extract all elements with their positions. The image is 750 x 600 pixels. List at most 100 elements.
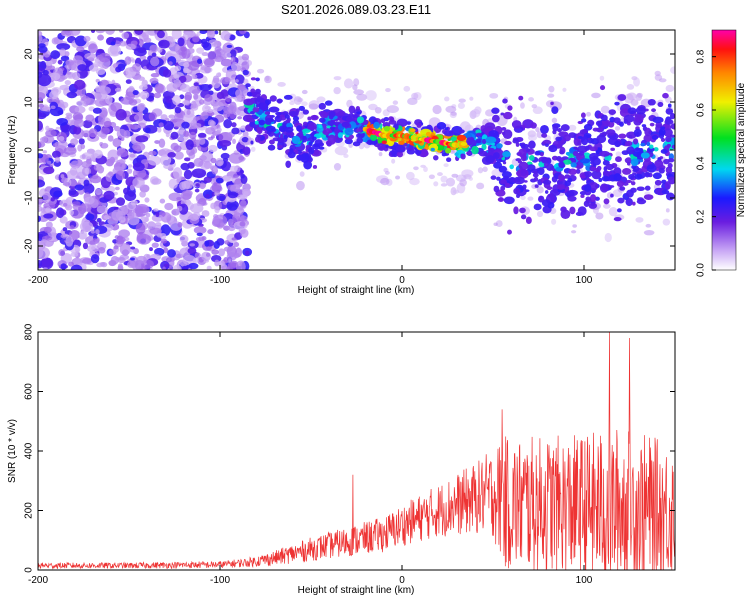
spectrogram-cell [191,74,198,80]
spectrogram-cell [130,248,136,253]
spectrogram-cell [307,116,312,121]
spectrogram-cell [382,122,391,128]
x-tick-label: -200 [28,575,48,586]
spectrogram-cell [45,125,50,132]
spectrogram-cell [38,259,43,267]
spectrogram-cell [141,159,149,165]
spectrogram-cell [116,149,129,157]
spectrogram-cell [344,138,353,145]
spectrogram-cell [255,77,260,82]
spectrogram-cell [490,175,497,180]
x-tick-label: -100 [210,275,230,286]
colorbar-label: Normalized spectral amplitude [736,82,747,217]
spectrogram-cell [329,126,337,131]
spectrogram-cell [179,84,191,93]
spectrogram-cell [94,188,103,196]
spectrogram-cell [40,163,46,167]
spectrogram-cell [624,157,633,164]
spectrogram-cell [624,93,634,104]
spectrogram-cell [649,144,654,149]
spectrogram-cell [443,163,449,168]
spectrogram-cell [83,98,96,106]
spectrogram-cell [445,147,452,154]
spectrogram-cell [333,76,342,81]
spectrogram-cell [327,134,337,145]
spectrogram-cell [617,94,627,101]
spectrogram-cell [589,146,598,152]
spectrogram-cell [237,194,248,201]
spectrogram-cell [55,126,61,130]
spectrogram-cell [545,143,549,147]
spectrogram-cell [568,124,577,131]
spectrogram-cell [119,242,131,256]
spectrogram-cell [275,111,283,116]
spectrogram-cell [268,139,275,145]
spectrogram-cell [519,207,526,214]
spectrogram-cell [265,125,276,132]
spectrogram-cell [395,144,406,153]
spectrogram-cell [502,98,508,104]
spectrogram-cell [94,238,100,243]
spectrogram-cell [70,264,83,270]
spectrogram-cell [86,244,100,253]
spectrogram-cell [95,166,105,172]
spectrogram-cell [233,241,240,248]
spectrogram-cell [227,218,234,226]
spectrogram-cell [601,175,610,182]
spectrogram-cell [151,242,159,248]
spectrogram-cell [440,183,448,187]
spectrogram-cell [43,202,56,210]
spectrogram-cell [38,91,46,101]
spectrogram-cell [95,68,106,75]
spectrogram-cell [264,75,272,84]
spectrogram-cell [665,84,675,93]
spectrogram-cell [239,215,248,222]
spectrogram-cell [136,168,147,179]
spectrogram-cell [173,74,180,79]
spectrogram-cell [437,172,443,177]
spectrogram-cell [88,64,99,72]
spectrogram-cell [333,163,342,171]
spectrogram-cell [197,58,203,64]
spectrogram-cell [555,136,562,142]
spectrogram-cell [204,94,213,102]
snr-y-ticks: 0 200 400 600 800 [24,323,675,573]
spectrogram-cell [285,131,292,136]
spectrogram-cell [615,156,622,163]
spectrogram-cell [95,30,106,34]
spectrogram-cell [532,172,539,178]
spectrogram-cell [575,211,584,217]
spectrogram-cell [212,75,220,84]
spectrogram-cell [563,134,571,142]
spectrogram-cell [183,130,190,137]
spectrogram-cell [579,158,590,164]
spectrogram-cell [485,155,495,164]
spectrogram-cell [580,112,586,119]
spectrogram-cell [661,179,667,184]
spectrogram-cell [179,94,185,100]
spectrogram-cell [84,167,90,175]
spectrogram-cell [586,111,592,117]
spectrogram-cell [592,127,599,132]
spectrogram-cell [425,131,431,137]
spectrogram-cell [144,216,150,223]
spectrogram-cell [42,192,51,201]
spectrogram-y-ticks: -20 -10 0 10 20 [24,48,675,253]
spectrogram-cell [192,35,200,43]
spectrogram-cell [139,191,146,198]
spectrogram-cell [610,147,615,151]
spectrogram-cell [219,76,231,85]
spectrogram-cell [383,125,391,132]
spectrogram-cell [123,130,131,139]
spectrogram-cell [619,186,626,191]
spectrogram-cell [665,208,670,213]
spectrogram-cell [386,105,399,114]
spectrogram-cell [59,48,67,57]
spectrogram-cell [430,147,435,152]
spectrogram-cell [353,89,365,95]
spectrogram-cell [57,140,68,149]
spectrogram-cell [493,161,503,169]
spectrogram-cell [172,264,182,270]
spectrogram-cell [288,110,299,117]
spectrogram-cell [319,111,328,119]
